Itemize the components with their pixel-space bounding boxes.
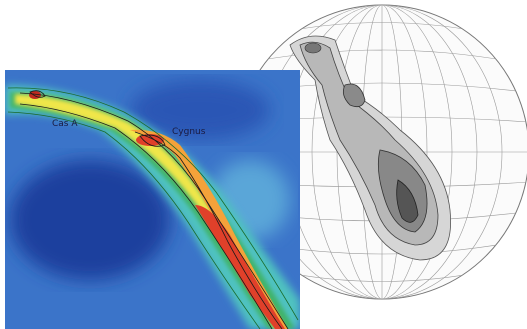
source-label: Cas A xyxy=(52,119,78,129)
radio-map: Cas A Cygnus xyxy=(5,70,300,329)
composite-image: Cas A Cygnus xyxy=(0,0,527,329)
source-label: Cygnus xyxy=(172,127,206,137)
page: Cas A Cygnus (() => { const data = JSON.… xyxy=(0,0,527,329)
